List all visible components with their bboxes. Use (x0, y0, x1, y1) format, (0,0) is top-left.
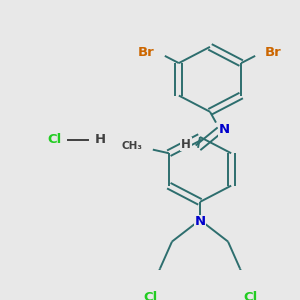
Text: N: N (194, 215, 206, 228)
Text: Cl: Cl (243, 291, 257, 300)
Text: Cl: Cl (48, 133, 62, 146)
Text: Br: Br (265, 46, 282, 59)
Text: N: N (218, 123, 230, 136)
Text: Br: Br (138, 46, 155, 59)
Text: H: H (181, 138, 191, 151)
Text: H: H (94, 133, 106, 146)
Text: CH₃: CH₃ (122, 141, 143, 151)
Text: Cl: Cl (143, 291, 157, 300)
